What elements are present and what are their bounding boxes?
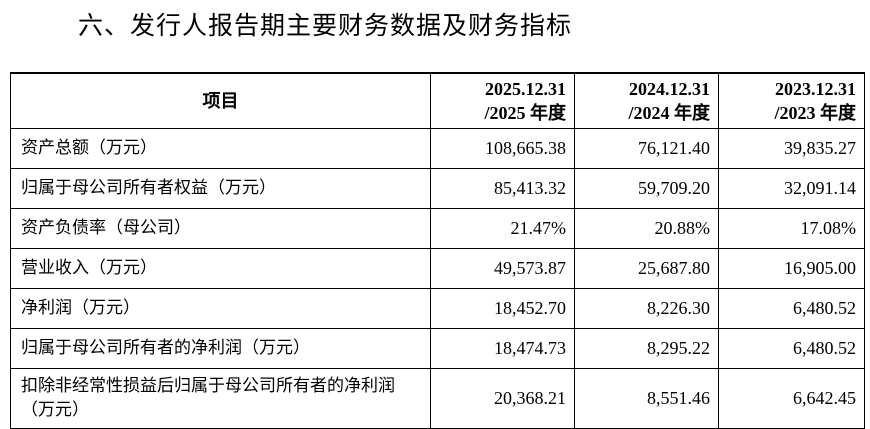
- header-line: /2025 年度: [484, 102, 566, 123]
- cell-value: 6,480.52: [718, 327, 865, 369]
- cell-value: 76,121.40: [574, 127, 719, 169]
- table-row: 归属于母公司所有者的净利润（万元） 18,474.73 8,295.22 6,480.…: [10, 327, 865, 369]
- cell-value: 6,480.52: [718, 287, 865, 329]
- cell-value: 18,452.70: [430, 287, 575, 329]
- row-label: 归属于母公司所有者的净利润（万元）: [10, 327, 431, 369]
- table-row: 营业收入（万元） 49,573.87 25,687.80 16,905.00: [10, 247, 865, 289]
- cell-value: 20.88%: [574, 207, 719, 249]
- column-header: 项目: [10, 72, 431, 129]
- header-line: /2024 年度: [628, 102, 710, 123]
- cell-value: 6,642.45: [718, 367, 865, 429]
- column-header: 2023.12.31/2023 年度: [718, 72, 865, 129]
- section-title: 六、发行人报告期主要财务数据及财务指标: [78, 11, 573, 40]
- column-header: 2024.12.31/2024 年度: [574, 72, 719, 129]
- header-line: 2023.12.31: [775, 78, 856, 99]
- row-label: 净利润（万元）: [10, 287, 431, 329]
- header-line: /2023 年度: [774, 102, 856, 123]
- cell-value: 39,835.27: [718, 127, 865, 169]
- cell-value: 18,474.73: [430, 327, 575, 369]
- table-body: 资产总额（万元） 108,665.38 76,121.40 39,835.27 归属于母…: [10, 127, 865, 429]
- cell-value: 20,368.21: [430, 367, 575, 429]
- cell-value: 32,091.14: [718, 167, 865, 209]
- cell-value: 49,573.87: [430, 247, 575, 289]
- row-label: 资产总额（万元）: [10, 127, 431, 169]
- header-line: 2024.12.31: [629, 78, 710, 99]
- cell-value: 8,226.30: [574, 287, 719, 329]
- cell-value: 25,687.80: [574, 247, 719, 289]
- table-row: 资产负债率（母公司） 21.47% 20.88% 17.08%: [10, 207, 865, 249]
- cell-value: 59,709.20: [574, 167, 719, 209]
- row-label: 扣除非经常性损益后归属于母公司所有者的净利润（万元）: [10, 367, 431, 429]
- cell-value: 8,551.46: [574, 367, 719, 429]
- financial-table: 项目 2025.12.31/2025 年度 2024.12.31/2024 年度 20…: [10, 72, 865, 429]
- column-header: 2025.12.31/2025 年度: [430, 72, 575, 129]
- cell-value: 108,665.38: [430, 127, 575, 169]
- cell-value: 17.08%: [718, 207, 865, 249]
- table-row: 扣除非经常性损益后归属于母公司所有者的净利润（万元） 20,368.21 8,551…: [10, 367, 865, 429]
- cell-value: 8,295.22: [574, 327, 719, 369]
- cell-value: 85,413.32: [430, 167, 575, 209]
- header-line: 项目: [202, 90, 239, 111]
- row-label: 营业收入（万元）: [10, 247, 431, 289]
- table-row: 净利润（万元） 18,452.70 8,226.30 6,480.52: [10, 287, 865, 329]
- table-head: 项目 2025.12.31/2025 年度 2024.12.31/2024 年度 20…: [10, 72, 865, 129]
- header-line: 2025.12.31: [485, 78, 566, 99]
- cell-value: 16,905.00: [718, 247, 865, 289]
- table-row: 归属于母公司所有者权益（万元） 85,413.32 59,709.20 32,091.…: [10, 167, 865, 209]
- row-label: 资产负债率（母公司）: [10, 207, 431, 249]
- cell-value: 21.47%: [430, 207, 575, 249]
- header-row: 项目 2025.12.31/2025 年度 2024.12.31/2024 年度 20…: [10, 72, 865, 129]
- row-label: 归属于母公司所有者权益（万元）: [10, 167, 431, 209]
- table-row: 资产总额（万元） 108,665.38 76,121.40 39,835.27: [10, 127, 865, 169]
